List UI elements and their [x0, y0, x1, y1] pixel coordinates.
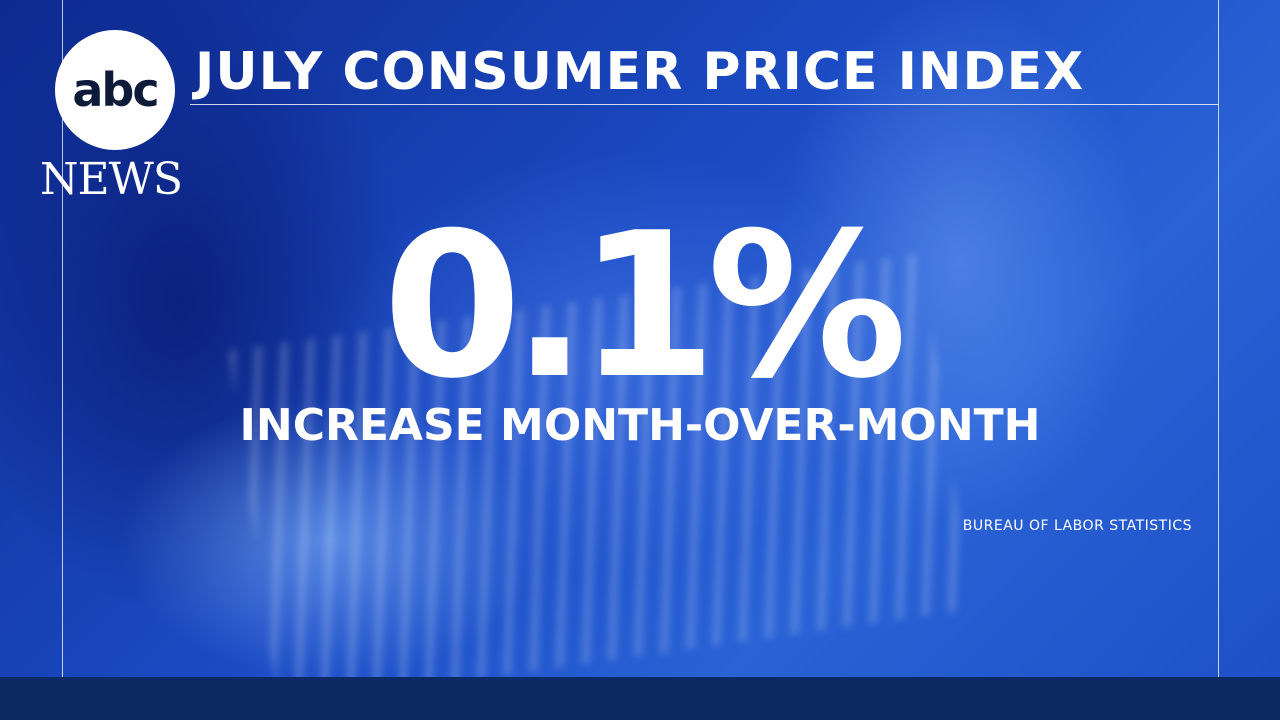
- title-rule: [190, 104, 1219, 105]
- logo-wordmark: NEWS: [40, 154, 183, 205]
- logo-mark: abc: [72, 63, 159, 117]
- title: JULY CONSUMER PRICE INDEX: [195, 42, 1085, 102]
- stat-caption: INCREASE MONTH-OVER-MONTH: [239, 400, 1041, 451]
- frame-line: [62, 0, 63, 677]
- bottom-bar: [0, 677, 1280, 720]
- source: BUREAU OF LABOR STATISTICS: [962, 518, 1192, 534]
- stat-value: 0.1%: [382, 190, 908, 423]
- logo-circle: abc: [55, 30, 175, 150]
- frame-line: [1218, 0, 1219, 677]
